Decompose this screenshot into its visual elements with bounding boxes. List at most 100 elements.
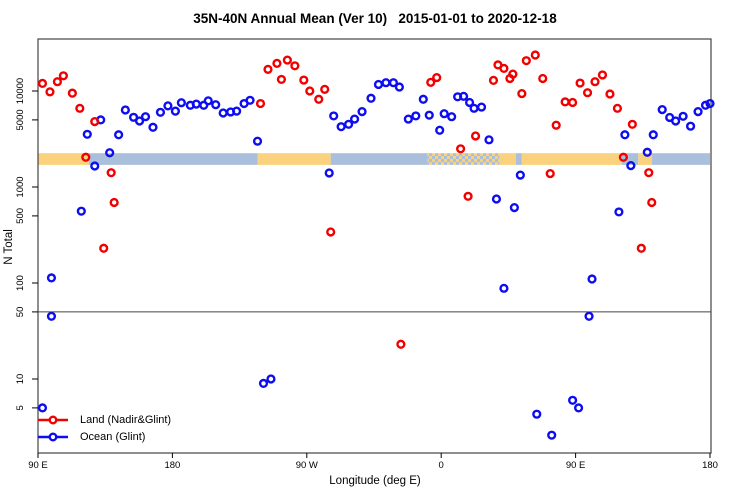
land-point <box>499 63 509 73</box>
x-tick-label: 90 E <box>28 460 48 471</box>
ocean-point <box>245 95 255 105</box>
ocean-point <box>648 130 658 140</box>
legend: Land (Nadir&Glint) Ocean (Glint) <box>37 411 171 445</box>
ocean-point <box>678 111 688 121</box>
ocean-point <box>252 136 263 146</box>
land-point <box>508 69 518 79</box>
ocean-point <box>476 102 487 112</box>
land-point <box>58 71 68 81</box>
x-tick-label: 90 E <box>566 460 586 471</box>
land-point <box>575 78 585 88</box>
ocean-point <box>357 107 367 117</box>
ocean-point <box>266 374 276 384</box>
land-point <box>582 88 593 98</box>
x-tick-label: 180 <box>164 460 180 471</box>
ocean-point <box>491 194 502 204</box>
land-point <box>644 168 654 178</box>
land-point <box>67 88 77 98</box>
ocean-point <box>388 78 399 88</box>
coverage-band-segment-land <box>638 153 652 165</box>
land-point <box>299 75 309 85</box>
ocean-point <box>46 311 57 321</box>
land-point <box>45 87 55 97</box>
land-point <box>320 84 330 94</box>
legend-label-ocean: Ocean (Glint) <box>80 430 146 443</box>
chart-title: 35N-40N Annual Mean (Ver 10) 2015-01-01 … <box>193 11 557 26</box>
coverage-band-segment-ocean <box>515 153 522 165</box>
land-point <box>647 197 657 208</box>
land-point <box>263 64 273 74</box>
land-point <box>551 120 561 130</box>
ocean-point <box>509 203 519 213</box>
ocean-point <box>469 103 479 113</box>
land-point <box>560 97 570 107</box>
x-tick-label: 90 W <box>296 460 318 471</box>
ocean-point <box>170 106 180 116</box>
land-point <box>612 103 623 113</box>
ocean-point <box>90 161 100 171</box>
ocean-point <box>155 107 166 117</box>
ocean-point <box>700 100 711 110</box>
ocean-point <box>82 129 92 139</box>
ocean-point <box>114 130 124 140</box>
land-point <box>568 97 578 108</box>
ocean-point <box>381 78 391 88</box>
land-point <box>282 55 292 65</box>
ocean-point <box>211 100 221 110</box>
land-point <box>276 74 287 85</box>
ocean-point <box>105 148 115 158</box>
coverage-band-segment-ocean <box>651 153 710 165</box>
y-tick-label: 500 <box>15 208 26 224</box>
ocean-point <box>657 105 667 115</box>
ocean-point <box>439 109 449 119</box>
ocean-point <box>349 114 360 124</box>
ocean-point <box>373 79 384 90</box>
land-point <box>396 339 406 349</box>
x-axis-label: Longitude (deg E) <box>329 475 421 487</box>
land-point <box>636 243 646 253</box>
legend-item-land: Land (Nadir&Glint) <box>37 411 171 428</box>
land-point <box>305 86 315 96</box>
coverage-band-segment-ocean <box>88 153 258 165</box>
land-point <box>488 75 499 85</box>
y-tick-label: 10000 <box>15 78 26 104</box>
ocean-point <box>344 119 354 129</box>
ocean-point <box>232 106 242 116</box>
ocean-point <box>140 112 151 122</box>
x-tick-label: 180 <box>702 460 718 471</box>
ocean-point <box>258 378 269 388</box>
land-point <box>90 117 100 127</box>
ocean-point <box>329 111 339 121</box>
ocean-point <box>424 110 434 120</box>
ocean-point <box>620 130 630 140</box>
legend-item-ocean: Ocean (Glint) <box>37 428 171 445</box>
ocean-point <box>418 94 428 104</box>
ocean-point <box>458 91 469 101</box>
land-point <box>470 131 481 141</box>
ocean-point <box>403 114 413 124</box>
ocean-point <box>218 108 228 118</box>
land-point <box>99 243 109 253</box>
y-tick-label: 5000 <box>15 109 26 130</box>
ocean-point <box>499 283 509 293</box>
ocean-point <box>584 311 594 321</box>
land-point <box>456 144 466 154</box>
land-point <box>75 103 85 113</box>
ocean-point <box>134 116 145 126</box>
ocean-point <box>176 98 186 108</box>
land-point <box>517 88 527 99</box>
x-tick-label: 0 <box>439 460 444 471</box>
ocean-point <box>484 135 494 145</box>
land-point <box>521 56 531 66</box>
land-point <box>538 73 548 84</box>
land-point <box>530 50 540 60</box>
ocean-point <box>642 147 652 157</box>
coverage-band-segment-ocean <box>621 153 639 165</box>
land-point <box>290 61 300 71</box>
land-point <box>109 197 119 208</box>
ocean-point <box>120 105 130 115</box>
ocean-point <box>76 206 86 216</box>
land-point <box>314 94 324 104</box>
